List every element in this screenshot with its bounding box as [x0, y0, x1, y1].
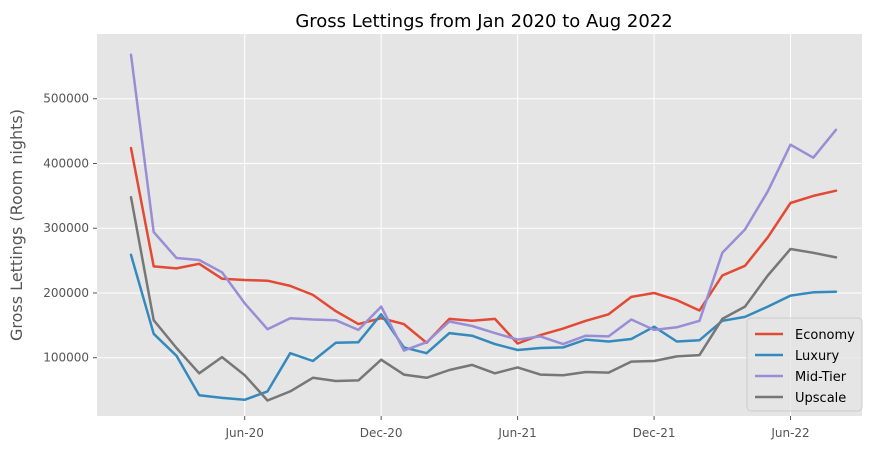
- legend-label-economy: Economy: [795, 328, 855, 343]
- y-axis-ticks: 100000 200000 300000 400000 500000: [43, 92, 97, 365]
- series-line-economy: [129, 146, 838, 345]
- series-lines: [129, 53, 838, 402]
- y-tick-label: 500000: [43, 92, 89, 106]
- legend: Economy Luxury Mid-Tier Upscale: [746, 317, 863, 412]
- legend-label-upscale: Upscale: [795, 391, 846, 406]
- y-tick-label: 200000: [43, 286, 89, 300]
- legend-label-luxury: Luxury: [795, 349, 840, 364]
- series-line-mid-tier: [129, 53, 838, 352]
- y-tick-label: 300000: [43, 221, 89, 235]
- plot-area: [97, 34, 862, 416]
- x-axis-ticks: Jun-20 Dec-20 Jun-21 Dec-21 Jun-22: [225, 416, 810, 440]
- legend-label-mid-tier: Mid-Tier: [795, 370, 847, 385]
- series-line-upscale: [129, 195, 838, 402]
- y-tick-label: 100000: [43, 351, 89, 365]
- y-axis-label: Gross Lettings (Room nights): [7, 109, 26, 341]
- x-tick-label: Jun-20: [225, 426, 264, 440]
- x-tick-label: Dec-21: [633, 426, 676, 440]
- legend-box: [746, 317, 863, 412]
- chart-title: Gross Lettings from Jan 2020 to Aug 2022: [295, 11, 672, 32]
- y-tick-label: 400000: [43, 156, 89, 170]
- x-tick-label: Jun-21: [497, 426, 536, 440]
- x-tick-label: Dec-20: [360, 426, 403, 440]
- x-tick-label: Jun-22: [770, 426, 809, 440]
